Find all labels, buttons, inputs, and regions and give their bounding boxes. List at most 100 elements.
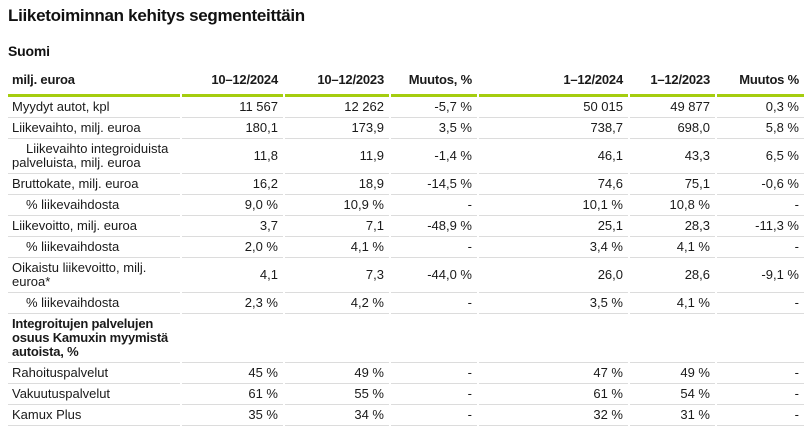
column-header-metric: milj. euroa [8,68,180,97]
table-row: % liikevaihdosta 2,0 % 4,1 % -3,4 % 4,1 % - [8,237,804,258]
cell-value: 5,8 % [717,118,804,139]
cell-value: 16,2 [182,174,283,195]
cell-value: -44,0 % [391,258,477,293]
row-label: Oikaistu liikevoitto, milj. euroa* [8,258,180,293]
cell-value: 4,1 % [630,293,715,314]
cell-value [285,314,389,363]
cell-value: 4,2 % [285,293,389,314]
row-label: % liikevaihdosta [8,195,180,216]
cell-value: 61 % [182,384,283,405]
cell-value [182,314,283,363]
cell-value: 0,3 % [717,97,804,118]
cell-value [391,314,477,363]
table-row: Vakuutuspalvelut 61 % 55 % -61 % 54 % - [8,384,804,405]
cell-value: 11,9 [285,139,389,174]
cell-value [630,314,715,363]
row-label: Integroitujen palvelujen osuus Kamuxin m… [8,314,180,363]
section-subtitle: Suomi [8,43,50,59]
cell-value: 173,9 [285,118,389,139]
row-label: Vakuutuspalvelut [8,384,180,405]
cell-value: 45 % [182,363,283,384]
row-label: Liikevaihto integroiduista palveluista, … [8,139,180,174]
table-row: Bruttokate, milj. euroa 16,2 18,9 -14,5 % 74… [8,174,804,195]
cell-value: 49 % [630,363,715,384]
cell-value: 50 015 [479,97,628,118]
cell-value: - [391,384,477,405]
cell-value: - [717,405,804,426]
cell-value: - [717,237,804,258]
column-header: Muutos, % [391,68,477,97]
row-label: Liikevoitto, milj. euroa [8,216,180,237]
table-row: % liikevaihdosta 9,0 % 10,9 % -10,1 % 10,8 %… [8,195,804,216]
cell-value: 26,0 [479,258,628,293]
cell-value: - [717,384,804,405]
cell-value [717,314,804,363]
cell-value: 2,0 % [182,237,283,258]
table-row: Liikevaihto, milj. euroa 180,1 173,9 3,5 % 7… [8,118,804,139]
cell-value: 28,6 [630,258,715,293]
cell-value: 75,1 [630,174,715,195]
segment-development-table: milj. euroa 10–12/2024 10–12/2023 Muutos, %… [6,68,806,426]
row-label: Rahoituspalvelut [8,363,180,384]
cell-value: 49 % [285,363,389,384]
column-header: 1–12/2024 [479,68,628,97]
cell-value [479,314,628,363]
cell-value: 7,3 [285,258,389,293]
cell-value: 31 % [630,405,715,426]
cell-value: - [717,293,804,314]
table-row: % liikevaihdosta 2,3 % 4,2 % -3,5 % 4,1 % - [8,293,804,314]
cell-value: 25,1 [479,216,628,237]
cell-value: 49 877 [630,97,715,118]
column-header: 10–12/2023 [285,68,389,97]
column-header: 1–12/2023 [630,68,715,97]
cell-value: 2,3 % [182,293,283,314]
cell-value: 10,9 % [285,195,389,216]
table-row: Oikaistu liikevoitto, milj. euroa* 4,1 7,3… [8,258,804,293]
cell-value: - [391,363,477,384]
cell-value: 3,5 % [391,118,477,139]
cell-value: -11,3 % [717,216,804,237]
row-label: Bruttokate, milj. euroa [8,174,180,195]
cell-value: 7,1 [285,216,389,237]
row-label: % liikevaihdosta [8,237,180,258]
cell-value: 9,0 % [182,195,283,216]
cell-value: 6,5 % [717,139,804,174]
cell-value: -5,7 % [391,97,477,118]
cell-value: 61 % [479,384,628,405]
table-row: Liikevoitto, milj. euroa 3,7 7,1 -48,9 % 25,… [8,216,804,237]
cell-value: 46,1 [479,139,628,174]
table-row: Integroitujen palvelujen osuus Kamuxin m… [8,314,804,363]
cell-value: -14,5 % [391,174,477,195]
cell-value: 28,3 [630,216,715,237]
cell-value: - [391,195,477,216]
row-label: Liikevaihto, milj. euroa [8,118,180,139]
cell-value: 47 % [479,363,628,384]
cell-value: 738,7 [479,118,628,139]
cell-value: 18,9 [285,174,389,195]
cell-value: -48,9 % [391,216,477,237]
table-row: Myydyt autot, kpl 11 567 12 262 -5,7 % 50 01… [8,97,804,118]
page-title: Liiketoiminnan kehitys segmenteittäin [8,6,305,25]
table-row: Liikevaihto integroiduista palveluista, … [8,139,804,174]
cell-value: 4,1 [182,258,283,293]
table-body: Myydyt autot, kpl 11 567 12 262 -5,7 % 50 01… [8,97,804,426]
cell-value: -0,6 % [717,174,804,195]
cell-value: - [717,363,804,384]
table-row: Rahoituspalvelut 45 % 49 % -47 % 49 % - [8,363,804,384]
cell-value: -9,1 % [717,258,804,293]
row-label: Kamux Plus [8,405,180,426]
cell-value: - [717,195,804,216]
cell-value: 12 262 [285,97,389,118]
cell-value: 3,7 [182,216,283,237]
cell-value: 35 % [182,405,283,426]
cell-value: - [391,237,477,258]
cell-value: - [391,293,477,314]
cell-value: 10,1 % [479,195,628,216]
cell-value: 4,1 % [285,237,389,258]
cell-value: 32 % [479,405,628,426]
row-label: % liikevaihdosta [8,293,180,314]
cell-value: 43,3 [630,139,715,174]
cell-value: 54 % [630,384,715,405]
column-header: Muutos % [717,68,804,97]
